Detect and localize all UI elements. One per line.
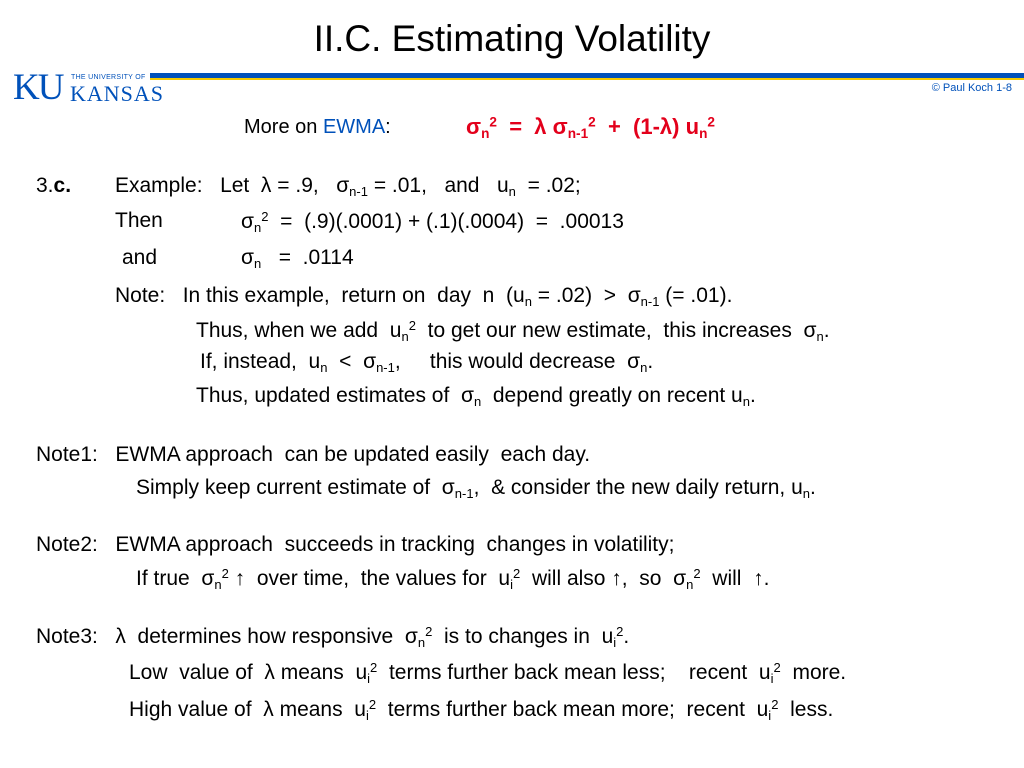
ewma-formula: σn2 = λ σn-12 + (1-λ) un2 bbox=[466, 114, 715, 142]
example-line-3: σn = .0114 bbox=[241, 246, 354, 271]
header-rule-blue bbox=[150, 73, 1024, 78]
example-number: 3.c. bbox=[36, 174, 72, 197]
example-note-thus: Thus, when we add un2 to get our new est… bbox=[196, 318, 830, 345]
copyright-page-number: © Paul Koch 1-8 bbox=[931, 82, 1012, 94]
example-note-updated: Thus, updated estimates of σn depend gre… bbox=[196, 384, 756, 409]
note2-line-1: Note2: EWMA approach succeeds in trackin… bbox=[36, 533, 675, 556]
note3-line-2: Low value of λ means ui2 terms further b… bbox=[129, 660, 847, 687]
subtitle: More on EWMA: bbox=[244, 116, 391, 138]
ku-logo: KU THE UNIVERSITY OF KANSAS bbox=[13, 67, 163, 108]
example-line-2-label: Then bbox=[115, 209, 163, 232]
header-rule-yellow bbox=[150, 78, 1024, 80]
example-line-1: Example: Let λ = .9, σn-1 = .01, and un … bbox=[115, 174, 581, 199]
note3-line-3: High value of λ means ui2 terms further … bbox=[129, 697, 834, 724]
note2-line-2: If true σn2 ↑ over time, the values for … bbox=[136, 566, 770, 593]
note3-line-1: Note3: λ determines how responsive σn2 i… bbox=[36, 624, 630, 651]
example-note-line: Note: In this example, return on day n (… bbox=[115, 284, 733, 309]
example-note-instead: If, instead, un < σn-1, this would decre… bbox=[200, 350, 654, 375]
slide-title: II.C. Estimating Volatility bbox=[313, 18, 711, 59]
logo-ku-letters: KU bbox=[13, 67, 64, 108]
note1-line-2: Simply keep current estimate of σn-1, & … bbox=[136, 476, 816, 501]
note1-line-1: Note1: EWMA approach can be updated easi… bbox=[36, 443, 591, 466]
logo-kansas-text: KANSAS bbox=[70, 81, 165, 106]
ewma-term: EWMA bbox=[322, 116, 386, 138]
example-line-2: σn2 = (.9)(.0001) + (.1)(.0004) = .00013 bbox=[241, 209, 624, 236]
example-line-3-label: and bbox=[122, 246, 158, 269]
logo-university-text: THE UNIVERSITY OF bbox=[71, 74, 146, 81]
